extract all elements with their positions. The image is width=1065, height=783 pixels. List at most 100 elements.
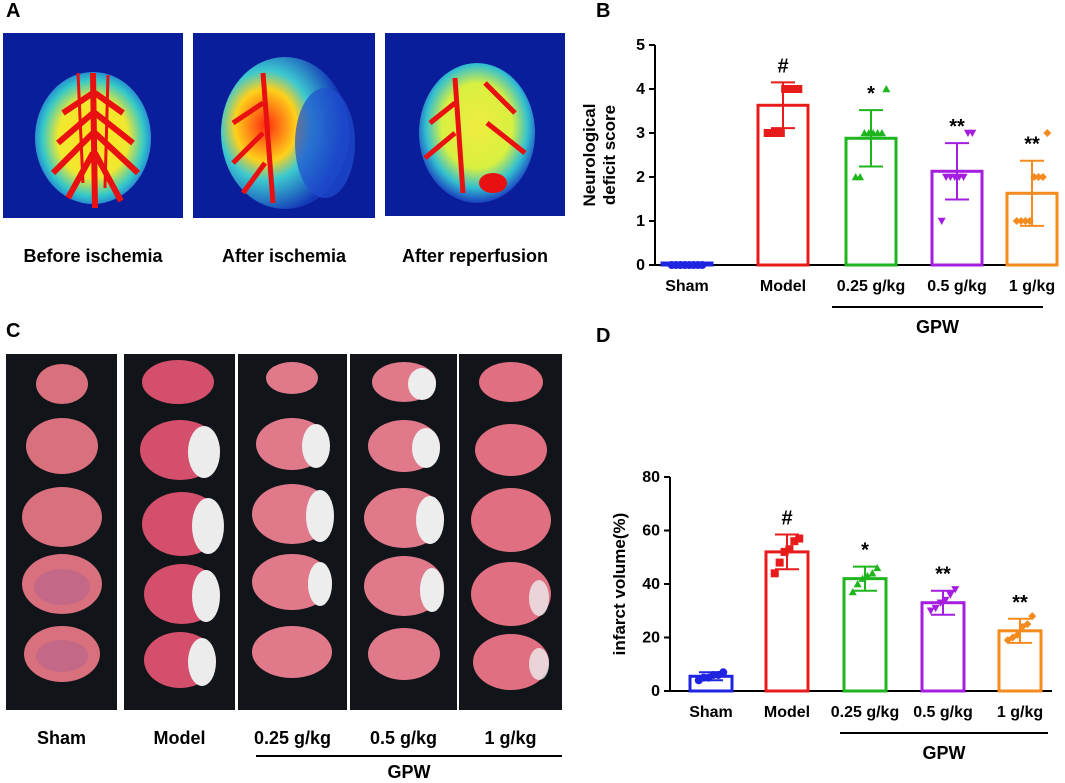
ttc-gpw-label: GPW [387, 762, 431, 782]
y-axis-label-line1: Neurological [580, 104, 599, 207]
x-tick-label: 0.5 g/kg [913, 704, 973, 721]
caption-after-reperfusion: After reperfusion [401, 246, 549, 266]
y-tick-label: 60 [642, 523, 660, 540]
data-point [863, 571, 872, 580]
data-point [946, 591, 955, 599]
flow-image-after-ischemia [193, 33, 375, 218]
data-point [1025, 217, 1034, 225]
data-point [937, 217, 946, 225]
data-point [776, 129, 785, 137]
data-point [781, 85, 790, 93]
x-tick-label: 1 g/kg [1009, 278, 1055, 295]
bar [842, 577, 888, 693]
panel-d-letter: D [596, 325, 611, 347]
data-point [1003, 636, 1012, 645]
x-tick-label: Model [760, 278, 806, 295]
ttc-column-sham [6, 354, 117, 710]
data-point [877, 129, 886, 137]
data-point [1028, 612, 1037, 621]
y-tick-label: 2 [636, 169, 645, 186]
data-point [853, 580, 862, 588]
data-point [959, 173, 968, 181]
chart-infarct-volume: 0 20 40 60 80 infarct volume(%) Sham # Model * 0.2… [610, 469, 1052, 763]
y-tick-label: 3 [636, 125, 645, 142]
data-point [1021, 217, 1030, 225]
data-point [789, 85, 798, 93]
x-tick-label: Model [764, 704, 810, 721]
data-point [775, 558, 784, 567]
significance-label: * [861, 540, 869, 562]
y-axis-label: infarct volume(%) [610, 513, 629, 656]
data-point [868, 569, 877, 577]
data-point [698, 261, 707, 269]
panel-a-letter: A [6, 0, 21, 22]
significance-label: # [781, 508, 792, 530]
data-point [931, 604, 940, 613]
ttc-column-1 [459, 354, 562, 710]
ttc-column-model [124, 354, 235, 710]
data-point [936, 599, 945, 607]
gpw-label: GPW [923, 743, 966, 763]
data-point [719, 668, 728, 677]
data-point [1012, 217, 1021, 225]
data-point [848, 588, 857, 596]
data-point [951, 586, 960, 594]
significance-label: * [867, 83, 875, 105]
data-point [1030, 173, 1039, 181]
y-tick-label: 20 [642, 630, 660, 647]
data-point [795, 534, 804, 543]
flow-image-after-reperfusion [385, 33, 565, 216]
panel-b-letter: B [596, 0, 611, 22]
significance-label: ** [1012, 592, 1028, 614]
y-axis-label-line2: deficit score [600, 105, 619, 205]
data-point [785, 545, 794, 554]
y-tick-label: 40 [642, 576, 660, 593]
data-point [794, 85, 803, 93]
y-tick-label: 0 [636, 257, 645, 274]
x-tick-label: Sham [665, 278, 709, 295]
y-tick-label: 0 [651, 683, 660, 700]
data-point [1013, 630, 1022, 639]
significance-label: ** [949, 116, 965, 138]
y-tick-label: 80 [642, 469, 660, 486]
data-point [1043, 129, 1052, 137]
y-tick-label: 1 [636, 213, 645, 230]
data-point [856, 173, 865, 181]
data-point [768, 129, 777, 137]
data-point [780, 547, 789, 556]
x-tick-label: 0.25 g/kg [831, 704, 899, 721]
data-point [968, 129, 977, 137]
data-point [763, 129, 772, 137]
data-point [1008, 633, 1017, 642]
chart-neurological-score: 0 1 2 3 4 5 Neurological deficit score Sham # Mode… [580, 37, 1059, 337]
data-point [858, 574, 867, 582]
data-point [1038, 173, 1047, 181]
ttc-label-model: Model [153, 728, 206, 748]
x-tick-label: Sham [689, 704, 733, 721]
data-point [926, 607, 935, 615]
data-point [1023, 620, 1032, 629]
ttc-label-0-25: 0.25 g/kg [253, 728, 332, 748]
ttc-label-sham: Sham [36, 728, 87, 748]
data-point [1034, 173, 1043, 181]
ttc-label-0-5: 0.5 g/kg [369, 728, 438, 748]
bar [920, 601, 966, 693]
flow-image-before-ischemia [3, 33, 183, 218]
ttc-label-1: 1 g/kg [484, 728, 537, 748]
data-point [785, 85, 794, 93]
ttc-gpw-bracket [256, 755, 562, 757]
data-point [1017, 217, 1026, 225]
ttc-column-0-25 [238, 354, 347, 710]
x-tick-label: 0.25 g/kg [837, 278, 905, 295]
data-point [772, 129, 781, 137]
caption-before-ischemia: Before ischemia [23, 246, 163, 266]
data-point [770, 569, 779, 578]
data-point [882, 85, 891, 93]
gpw-label: GPW [916, 317, 959, 337]
panel-c-letter: C [6, 320, 21, 342]
data-point [941, 596, 950, 605]
significance-label: ** [935, 564, 951, 586]
data-point [873, 563, 882, 572]
y-tick-label: 4 [636, 81, 645, 98]
ttc-column-0-5 [350, 354, 457, 710]
